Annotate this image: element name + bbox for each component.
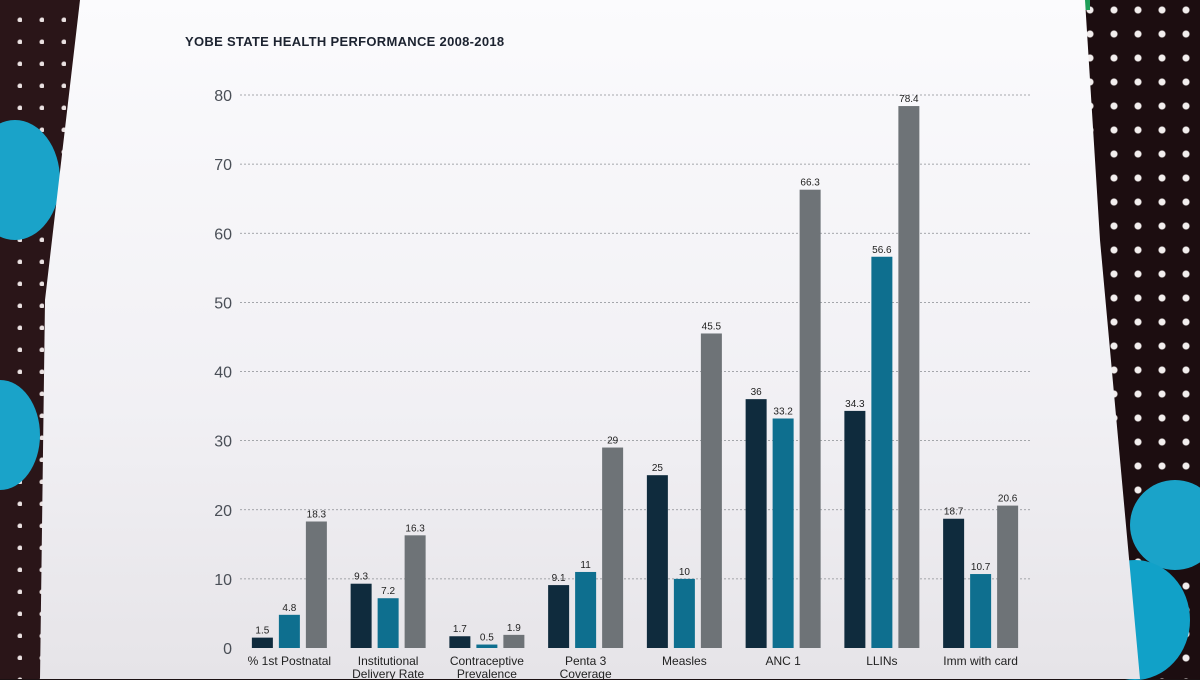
bar <box>997 505 1019 648</box>
bar <box>377 598 399 648</box>
category-label: ANC 1 <box>765 654 801 668</box>
bar-value-label: 0.5 <box>480 633 494 644</box>
category-label: % 1st Postnatal <box>248 654 331 668</box>
bar-value-label: 1.7 <box>453 624 467 635</box>
bar-value-label: 7.2 <box>381 586 395 597</box>
bar-value-label: 56.6 <box>872 245 892 256</box>
bar <box>503 634 525 648</box>
bar <box>602 447 624 648</box>
bar <box>476 644 498 648</box>
bar <box>575 571 597 648</box>
category-label: Penta 3 <box>565 654 607 668</box>
bar-value-label: 9.1 <box>552 573 566 584</box>
bar <box>673 578 695 648</box>
bar <box>970 574 992 648</box>
category-label: Measles <box>662 654 707 668</box>
bar <box>772 418 794 648</box>
bar <box>700 333 722 648</box>
bar <box>898 106 920 648</box>
bar <box>251 637 273 648</box>
bar <box>871 256 893 648</box>
y-tick-label: 80 <box>214 88 232 105</box>
bar <box>943 518 965 648</box>
bar-value-label: 29 <box>607 436 619 447</box>
bar <box>844 410 866 648</box>
y-tick-label: 10 <box>214 572 232 589</box>
bar-value-label: 78.4 <box>899 94 919 105</box>
y-tick-label: 20 <box>214 503 232 520</box>
y-tick-label: 70 <box>214 157 232 174</box>
bar-value-label: 1.9 <box>507 623 521 634</box>
fabric-pattern <box>1130 480 1200 570</box>
category-label: Institutional <box>358 654 419 668</box>
bar-value-label: 10.7 <box>971 562 991 573</box>
category-label: Delivery Rate <box>352 667 424 679</box>
bar-value-label: 45.5 <box>702 321 722 332</box>
bar-value-label: 33.2 <box>773 407 793 418</box>
bar <box>799 189 821 649</box>
category-label: Imm with card <box>943 654 1018 668</box>
bar-value-label: 66.3 <box>800 178 820 189</box>
y-tick-label: 50 <box>214 295 232 312</box>
bar-value-label: 1.5 <box>255 626 269 637</box>
bar <box>404 535 426 648</box>
chart-title: YOBE STATE HEALTH PERFORMANCE 2008-2018 <box>185 34 505 49</box>
y-tick-label: 60 <box>214 226 232 243</box>
bar <box>548 585 570 648</box>
bar-value-label: 18.7 <box>944 507 964 518</box>
y-tick-label: 0 <box>223 641 232 658</box>
bar-value-label: 9.3 <box>354 572 368 583</box>
bar-value-label: 34.3 <box>845 399 865 410</box>
bar-value-label: 16.3 <box>405 523 425 534</box>
category-label: Prevalence <box>457 667 517 679</box>
bar <box>350 583 372 648</box>
bar-value-label: 4.8 <box>282 603 296 614</box>
y-tick-label: 30 <box>214 434 232 451</box>
bar-value-label: 36 <box>751 387 763 398</box>
bar-value-label: 25 <box>652 463 664 474</box>
y-tick-label: 40 <box>214 365 232 382</box>
bar-value-label: 11 <box>580 560 591 571</box>
bar-value-label: 20.6 <box>998 494 1018 505</box>
bar <box>449 636 471 648</box>
bar <box>646 475 668 648</box>
bar <box>278 614 300 648</box>
bar <box>745 399 767 648</box>
bar-value-label: 10 <box>679 567 691 578</box>
category-label: Coverage <box>560 667 612 679</box>
category-label: Contraceptive <box>450 654 524 668</box>
bar <box>305 521 327 648</box>
category-label: LLINs <box>866 654 897 668</box>
bar-value-label: 18.3 <box>307 510 327 521</box>
